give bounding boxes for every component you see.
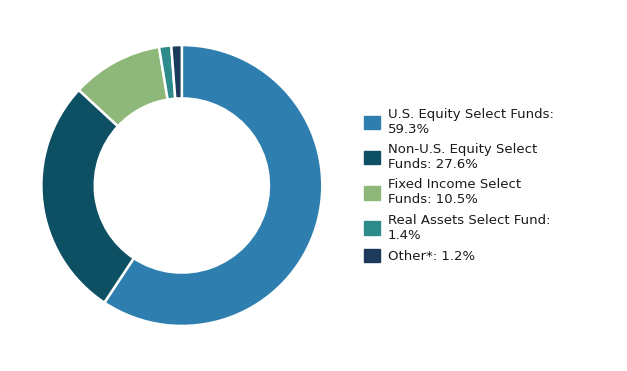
Wedge shape xyxy=(104,45,322,326)
Legend: U.S. Equity Select Funds:
59.3%, Non-U.S. Equity Select
Funds: 27.6%, Fixed Inco: U.S. Equity Select Funds: 59.3%, Non-U.S… xyxy=(364,108,554,263)
Wedge shape xyxy=(159,46,176,99)
Wedge shape xyxy=(41,90,134,303)
Wedge shape xyxy=(79,47,167,126)
Wedge shape xyxy=(171,45,182,99)
